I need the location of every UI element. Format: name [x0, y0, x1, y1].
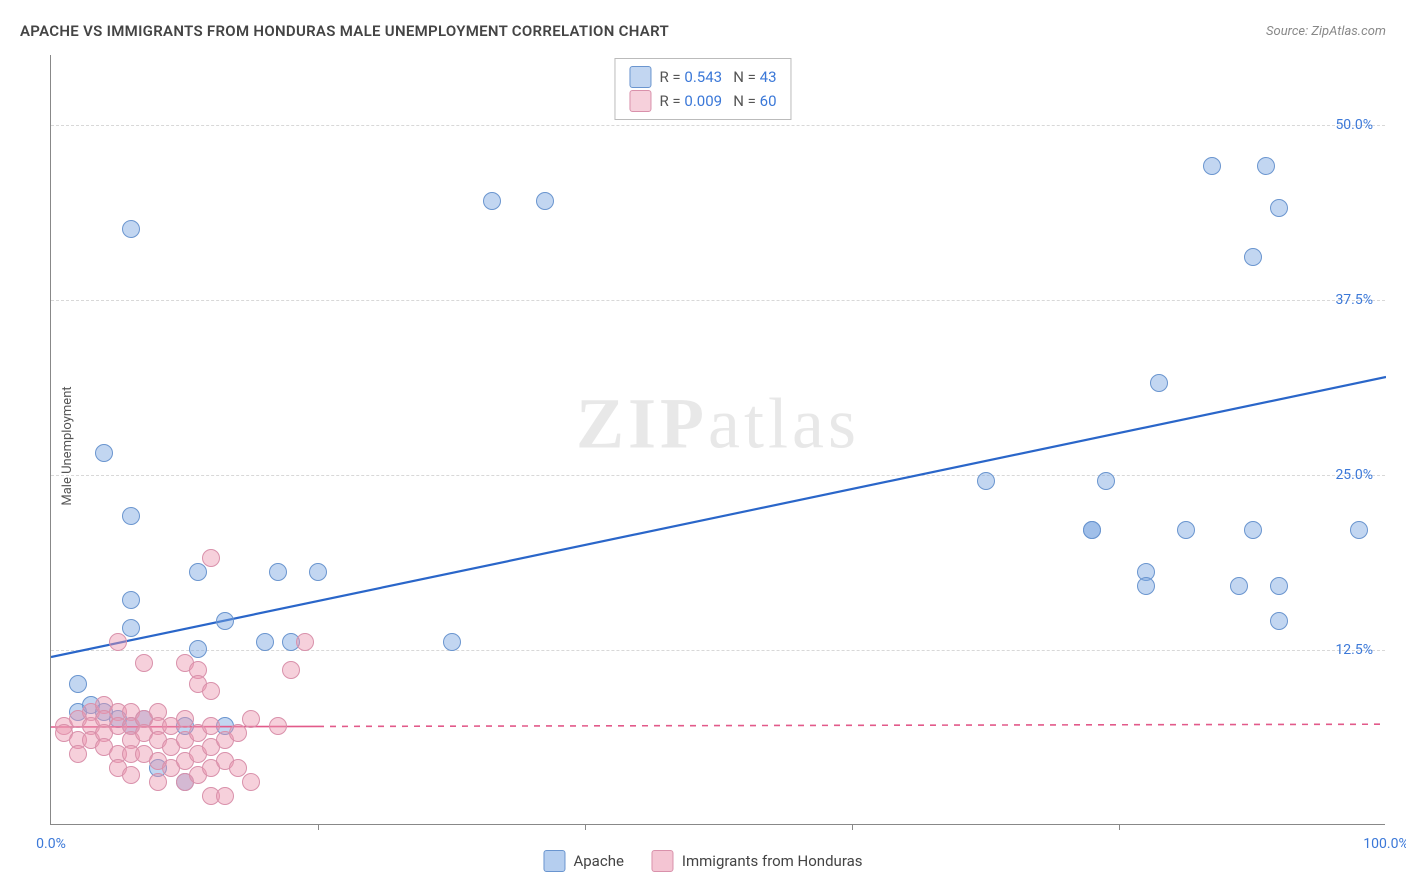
data-point [1257, 157, 1275, 175]
data-point [216, 787, 234, 805]
data-point [242, 773, 260, 791]
data-point [149, 773, 167, 791]
data-point [269, 717, 287, 735]
y-tick-label: 12.5% [1335, 642, 1373, 658]
legend-text: R = 0.543 N = 43 [659, 65, 776, 89]
data-point [1244, 521, 1262, 539]
data-point [1230, 577, 1248, 595]
data-point [483, 192, 501, 210]
y-tick-label: 25.0% [1335, 467, 1373, 483]
x-tick-mark [318, 824, 319, 830]
data-point [1270, 612, 1288, 630]
legend-row: R = 0.543 N = 43 [629, 65, 776, 89]
data-point [229, 724, 247, 742]
legend-swatch [543, 850, 565, 872]
gridline-horizontal [51, 300, 1385, 301]
data-point [1350, 521, 1368, 539]
legend-swatch [629, 90, 651, 112]
x-tick-mark [585, 824, 586, 830]
scatter-plot: ZIPatlas 12.5%25.0%37.5%50.0%0.0%100.0% [50, 55, 1385, 825]
data-point [1097, 472, 1115, 490]
data-point [135, 654, 153, 672]
x-tick-label: 0.0% [36, 836, 66, 852]
data-point [69, 745, 87, 763]
data-point [202, 717, 220, 735]
data-point [977, 472, 995, 490]
data-point [536, 192, 554, 210]
data-point [109, 633, 127, 651]
data-point [1177, 521, 1195, 539]
source-label: Source: ZipAtlas.com [1266, 24, 1386, 39]
data-point [69, 675, 87, 693]
legend-swatch [629, 66, 651, 88]
data-point [202, 682, 220, 700]
data-point [242, 710, 260, 728]
data-point [189, 563, 207, 581]
watermark: ZIPatlas [576, 383, 860, 466]
gridline-horizontal [51, 650, 1385, 651]
data-point [1150, 374, 1168, 392]
data-point [309, 563, 327, 581]
data-point [1083, 521, 1101, 539]
data-point [122, 766, 140, 784]
data-point [202, 549, 220, 567]
chart-title: APACHE VS IMMIGRANTS FROM HONDURAS MALE … [20, 22, 669, 40]
data-point [256, 633, 274, 651]
series-legend-label: Apache [573, 852, 623, 870]
x-tick-mark [1119, 824, 1120, 830]
data-point [1137, 577, 1155, 595]
data-point [1270, 577, 1288, 595]
data-point [1244, 248, 1262, 266]
data-point [216, 612, 234, 630]
series-legend: Apache Immigrants from Honduras [543, 850, 862, 872]
x-tick-mark [852, 824, 853, 830]
series-legend-item: Immigrants from Honduras [652, 850, 863, 872]
data-point [1203, 157, 1221, 175]
data-point [176, 710, 194, 728]
data-point [296, 633, 314, 651]
gridline-horizontal [51, 125, 1385, 126]
x-tick-label: 100.0% [1363, 836, 1406, 852]
data-point [443, 633, 461, 651]
data-point [122, 591, 140, 609]
series-legend-label: Immigrants from Honduras [682, 852, 863, 870]
data-point [122, 220, 140, 238]
data-point [229, 759, 247, 777]
y-tick-label: 50.0% [1335, 117, 1373, 133]
data-point [95, 444, 113, 462]
data-point [122, 507, 140, 525]
series-legend-item: Apache [543, 850, 623, 872]
data-point [189, 640, 207, 658]
data-point [122, 619, 140, 637]
legend-text: R = 0.009 N = 60 [659, 89, 776, 113]
legend-swatch [652, 850, 674, 872]
data-point [1270, 199, 1288, 217]
y-tick-label: 37.5% [1335, 292, 1373, 308]
gridline-horizontal [51, 475, 1385, 476]
data-point [282, 661, 300, 679]
correlation-legend: R = 0.543 N = 43R = 0.009 N = 60 [614, 58, 791, 120]
legend-row: R = 0.009 N = 60 [629, 89, 776, 113]
data-point [269, 563, 287, 581]
